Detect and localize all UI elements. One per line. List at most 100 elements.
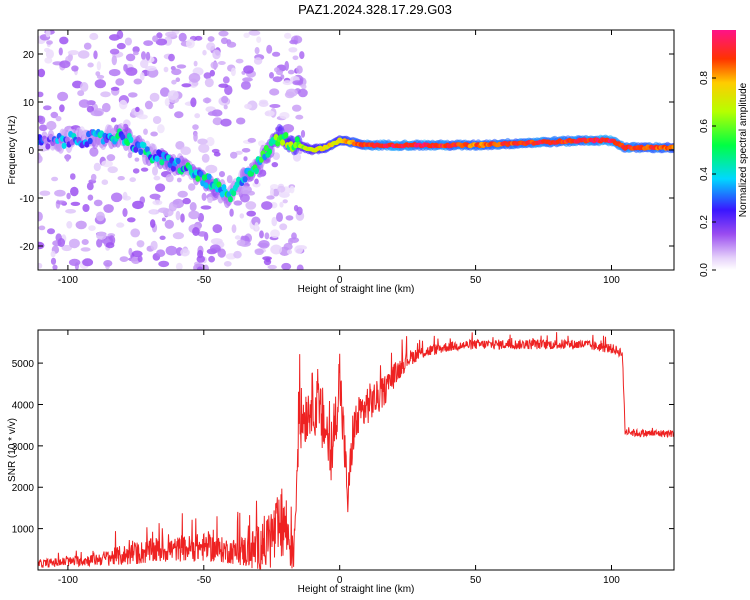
noise-blob — [220, 37, 229, 45]
snr-ticks: -100 -50 0 50 100 1000 2000 3000 4000 5000 — [12, 330, 674, 586]
noise-blob — [54, 189, 66, 197]
noise-blob — [180, 213, 185, 223]
noise-blob — [279, 201, 284, 208]
noise-blob — [95, 71, 101, 77]
noise-blob — [284, 32, 292, 39]
ridge-core — [254, 167, 259, 175]
noise-blob — [132, 200, 144, 210]
noise-blob — [194, 113, 201, 119]
noise-blob — [93, 50, 98, 60]
y-tick-label: -10 — [20, 194, 35, 205]
noise-blob — [193, 132, 198, 142]
noise-blob — [190, 97, 197, 108]
noise-blob — [198, 143, 210, 153]
ridge-core — [227, 196, 233, 203]
noise-blob — [258, 101, 269, 107]
ridge-core — [128, 136, 134, 143]
noise-blob — [134, 157, 140, 162]
noise-blob — [281, 262, 292, 270]
noise-blob — [226, 175, 233, 184]
noise-blob — [272, 152, 280, 161]
noise-blob — [251, 216, 261, 226]
noise-blob — [264, 232, 270, 240]
noise-blob — [77, 90, 85, 97]
noise-blob — [165, 245, 178, 256]
noise-blob — [253, 57, 263, 65]
noise-blob — [292, 55, 299, 61]
noise-blob — [256, 36, 262, 43]
noise-blob — [192, 124, 199, 130]
colorbar-ticks: 0.0 0.2 0.4 0.6 0.8 — [699, 71, 716, 277]
x-tick-label: -50 — [197, 575, 212, 586]
noise-blob — [287, 69, 295, 75]
noise-blob — [38, 154, 43, 164]
noise-blob — [270, 244, 283, 255]
noise-blob — [110, 86, 120, 91]
noise-blob — [203, 264, 209, 270]
noise-blob — [141, 51, 146, 60]
noise-blob — [55, 115, 62, 122]
ridge-core — [203, 182, 209, 189]
noise-blob — [289, 185, 295, 194]
noise-blob — [231, 224, 237, 234]
noise-blob — [96, 231, 107, 240]
ridge-core — [242, 176, 248, 183]
noise-blob — [77, 50, 90, 59]
noise-blob — [38, 225, 46, 231]
noise-blob — [44, 47, 51, 53]
noise-blob — [230, 67, 236, 77]
noise-blob — [289, 39, 298, 45]
ridge-core — [283, 132, 289, 139]
noise-blob — [82, 258, 94, 267]
noise-blob — [168, 103, 174, 109]
noise-blob — [66, 192, 71, 200]
noise-blob — [125, 53, 136, 62]
noise-blob — [46, 40, 53, 45]
noise-blob — [219, 171, 225, 178]
x-tick-label: -100 — [58, 575, 78, 586]
ridge-core — [206, 173, 212, 180]
noise-blob — [210, 61, 219, 69]
noise-blob — [51, 176, 59, 182]
noise-blob — [103, 204, 114, 213]
noise-blob — [202, 97, 212, 104]
noise-blob — [212, 49, 221, 60]
noise-blob — [65, 209, 77, 214]
noise-blob — [70, 173, 76, 180]
noise-blob — [244, 103, 252, 110]
noise-blob — [175, 262, 183, 270]
noise-blob — [152, 35, 159, 42]
noise-blob — [272, 51, 281, 57]
noise-blob — [128, 247, 133, 256]
y-tick-label: -20 — [20, 242, 35, 253]
noise-blob — [156, 32, 163, 39]
noise-blob — [247, 137, 256, 143]
x-tick-label: -100 — [58, 275, 78, 286]
noise-blob — [207, 111, 218, 116]
noise-blob — [158, 260, 170, 268]
noise-blob — [152, 116, 162, 124]
noise-blob — [239, 193, 250, 203]
noise-blob — [185, 39, 195, 49]
noise-blob — [207, 196, 213, 203]
noise-blob — [38, 262, 43, 269]
y-tick-label: 5000 — [12, 359, 35, 370]
noise-blob — [279, 223, 288, 231]
noise-blob — [137, 255, 143, 263]
y-tick-label: 1000 — [12, 525, 35, 536]
noise-blob — [152, 166, 158, 176]
noise-blob — [272, 188, 280, 197]
noise-blob — [277, 185, 286, 193]
ridge-core — [144, 146, 150, 153]
noise-blob — [38, 115, 46, 125]
noise-blob — [218, 30, 229, 37]
y-tick-label: 2000 — [12, 483, 35, 494]
noise-blob — [68, 258, 81, 266]
colorbar-tick-label: 0.8 — [699, 71, 710, 85]
noise-blob — [196, 266, 203, 270]
noise-blob — [102, 102, 111, 113]
noise-blob — [38, 211, 43, 222]
noise-blob — [266, 44, 273, 54]
noise-blob — [75, 220, 87, 230]
noise-blob — [224, 85, 233, 96]
